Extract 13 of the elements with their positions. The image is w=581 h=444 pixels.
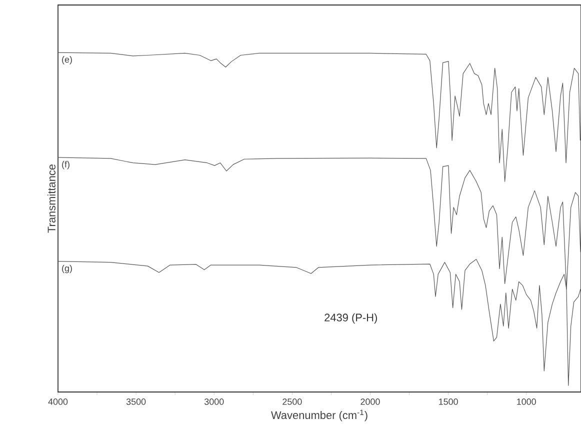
x-axis-title: Wavenumber (cm$^{-1}$) bbox=[271, 410, 368, 422]
annotation: 2439 (P-H) bbox=[324, 313, 377, 324]
series-label: (f) bbox=[62, 160, 70, 170]
x-tick-label: 1500 bbox=[439, 398, 458, 405]
x-tick-label: 2500 bbox=[282, 398, 302, 405]
series-label: (g) bbox=[62, 264, 72, 274]
x-tick-label: 4000 bbox=[48, 398, 68, 405]
x-tick-label: 3500 bbox=[126, 398, 146, 405]
x-tick-label: 1000 bbox=[517, 398, 536, 405]
x-tick-label: 3000 bbox=[204, 398, 224, 405]
series-label: (e) bbox=[62, 56, 72, 64]
y-axis-title: Transmittance bbox=[47, 164, 56, 233]
x-tick-label: 2000 bbox=[360, 398, 380, 405]
